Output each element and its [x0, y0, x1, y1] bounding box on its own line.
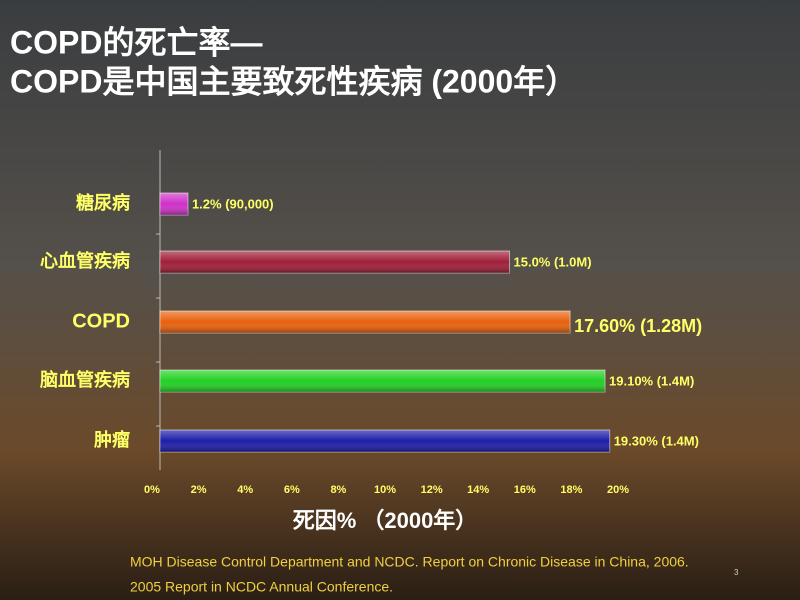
- x-tick-label: 2%: [191, 484, 207, 496]
- category-label: 肿瘤: [94, 429, 130, 450]
- category-label: 脑血管疾病: [40, 369, 130, 390]
- x-tick-label: 6%: [284, 484, 300, 496]
- data-label: 19.10% (1.4M): [609, 373, 694, 388]
- subtitle: COPD是中国主要致死性疾病 (2000年）: [10, 63, 577, 99]
- x-tick-label: 4%: [237, 484, 253, 496]
- bar-shine: [160, 370, 606, 392]
- bar-shine: [160, 193, 188, 215]
- x-tick-label: 14%: [467, 484, 489, 496]
- category-label: 糖尿病: [76, 192, 130, 213]
- x-tick-label: 16%: [514, 484, 536, 496]
- bar-shine: [160, 251, 510, 273]
- bar-shine: [160, 311, 571, 333]
- footnote: MOH Disease Control Department and NCDC.…: [130, 554, 689, 570]
- data-label: 19.30% (1.4M): [614, 433, 699, 448]
- data-label: 1.2% (90,000): [192, 196, 274, 211]
- x-tick-label: 20%: [607, 484, 629, 496]
- title: COPD的死亡率—: [10, 24, 262, 60]
- x-tick-label: 10%: [374, 484, 396, 496]
- x-tick-label: 12%: [421, 484, 443, 496]
- bar-shine: [160, 430, 610, 452]
- footnote: 2005 Report in NCDC Annual Conference.: [130, 579, 393, 595]
- data-label: 15.0% (1.0M): [514, 254, 592, 269]
- category-label: COPD: [72, 310, 130, 332]
- data-label: 17.60% (1.28M): [574, 316, 702, 336]
- x-tick-label: 0%: [144, 484, 160, 496]
- x-tick-label: 8%: [330, 484, 346, 496]
- x-axis-label: 死因% （2000年）: [293, 508, 478, 533]
- page-number: 3: [734, 568, 739, 577]
- x-tick-label: 18%: [560, 484, 582, 496]
- category-label: 心血管疾病: [40, 250, 130, 271]
